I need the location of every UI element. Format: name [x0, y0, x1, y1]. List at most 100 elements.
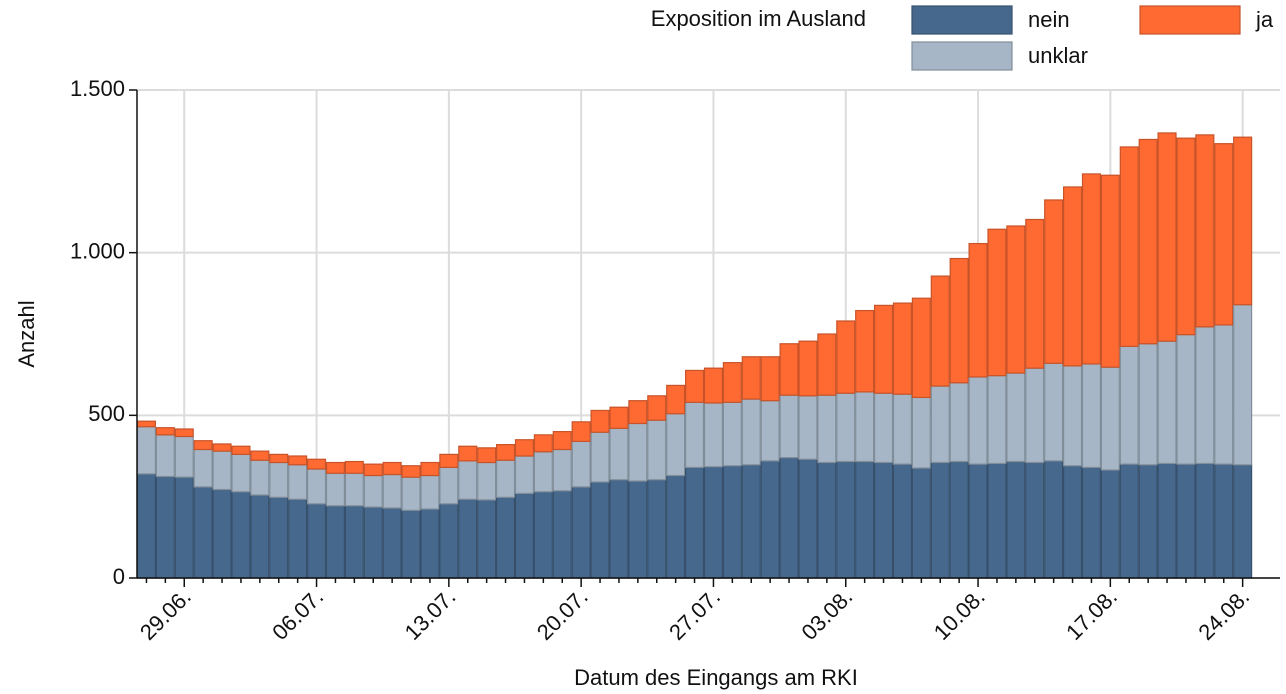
- y-tick-label: 1.000: [70, 238, 125, 263]
- bar-segment: [325, 461, 345, 474]
- bar-segment: [1138, 464, 1158, 579]
- bar-segment: [136, 426, 156, 475]
- x-tick-label: 17.08.: [1061, 584, 1122, 645]
- bar-segment: [1233, 304, 1253, 466]
- bar-segment: [514, 492, 534, 579]
- bar-segment: [647, 395, 667, 421]
- bar-segment: [1006, 225, 1026, 374]
- bar-segment: [855, 309, 875, 393]
- bar-segment: [1176, 463, 1196, 579]
- bar-segment: [496, 444, 516, 461]
- bar-segment: [703, 402, 723, 468]
- bar-segment: [855, 391, 875, 463]
- bar-segment: [1214, 324, 1234, 465]
- bar-segment: [401, 509, 421, 579]
- bar-segment: [590, 409, 610, 433]
- bar-segment: [1062, 186, 1083, 367]
- bar-segment: [533, 434, 553, 453]
- bar-segment: [1044, 362, 1064, 462]
- bar-segment: [760, 460, 780, 579]
- bar-segment: [571, 440, 591, 488]
- bar-segment: [1100, 469, 1120, 579]
- legend-swatch: [911, 5, 1013, 35]
- bar-segment: [136, 420, 156, 428]
- bar-segment: [307, 458, 327, 470]
- bar-segment: [401, 476, 421, 511]
- bar-segment: [949, 382, 969, 463]
- bar-segment: [703, 466, 723, 579]
- bar-segment: [1025, 367, 1045, 464]
- bar-segment: [1081, 363, 1101, 468]
- bar-segment: [930, 385, 950, 464]
- bar-segment: [344, 505, 364, 579]
- bar-segment: [779, 394, 799, 459]
- bar-segment: [647, 419, 667, 481]
- bar-segment: [855, 460, 875, 579]
- bar-segment: [288, 498, 308, 579]
- bar-segment: [477, 447, 497, 464]
- bar-segment: [609, 427, 629, 481]
- bar-segment: [1119, 345, 1139, 465]
- bar-segment: [684, 401, 705, 468]
- bar-segment: [552, 431, 572, 451]
- bar-segment: [647, 479, 667, 579]
- bar-segment: [798, 395, 818, 460]
- bar-segment: [987, 228, 1007, 377]
- bar-segment: [779, 457, 799, 579]
- bar-segment: [477, 499, 497, 579]
- legend-label: ja: [1255, 7, 1274, 32]
- bar-segment: [458, 498, 478, 579]
- y-tick-label: 0: [113, 564, 125, 589]
- bar-segment: [1214, 143, 1234, 326]
- bar-segment: [1119, 146, 1139, 347]
- bar-segment: [1157, 132, 1177, 342]
- legend-label: unklar: [1028, 43, 1088, 68]
- bar-segment: [609, 406, 629, 429]
- bar-segment: [1100, 366, 1120, 471]
- legend-swatch: [1139, 5, 1241, 35]
- bar-segment: [628, 422, 648, 482]
- bar-segment: [193, 486, 213, 579]
- bar-segment: [496, 496, 516, 579]
- bar-segment: [930, 275, 950, 387]
- bar-segment: [401, 465, 421, 478]
- y-tick-label: 500: [88, 401, 125, 426]
- bar-segment: [250, 450, 270, 461]
- bar-segment: [1044, 460, 1064, 579]
- bar-segment: [1025, 218, 1045, 369]
- y-axis-label: Anzahl: [14, 300, 39, 367]
- bar-segment: [949, 460, 969, 579]
- bar-segment: [1119, 463, 1139, 579]
- bar-segment: [968, 242, 988, 378]
- bar-segment: [949, 257, 969, 384]
- bar-segment: [552, 448, 572, 492]
- bar-segment: [269, 453, 289, 464]
- bar-segment: [212, 443, 232, 452]
- bar-segment: [325, 505, 345, 579]
- bar-segment: [496, 459, 516, 498]
- bar-segment: [1176, 334, 1196, 465]
- bar-segment: [155, 427, 175, 436]
- bar-segment: [439, 503, 459, 579]
- bar-segment: [533, 451, 553, 493]
- bar-segment: [571, 486, 591, 579]
- bar-segment: [420, 508, 440, 579]
- bar-segment: [590, 431, 610, 483]
- bar-segment: [514, 439, 534, 457]
- bar-segment: [1214, 463, 1234, 579]
- bar-segment: [1062, 365, 1083, 467]
- x-tick-label: 10.08.: [929, 584, 990, 645]
- bar-segment: [911, 396, 931, 469]
- bar-segment: [382, 473, 402, 509]
- bar-segment: [382, 461, 402, 476]
- bar-segment: [987, 375, 1007, 465]
- bar-segment: [892, 393, 912, 465]
- bar-segment: [420, 461, 440, 477]
- bar-segment: [666, 413, 686, 477]
- bar-segment: [836, 392, 856, 463]
- x-tick-label: 27.07.: [664, 584, 725, 645]
- legend-title: Exposition im Ausland: [651, 6, 866, 31]
- bar-segment: [193, 440, 213, 451]
- bar-segment: [609, 479, 629, 579]
